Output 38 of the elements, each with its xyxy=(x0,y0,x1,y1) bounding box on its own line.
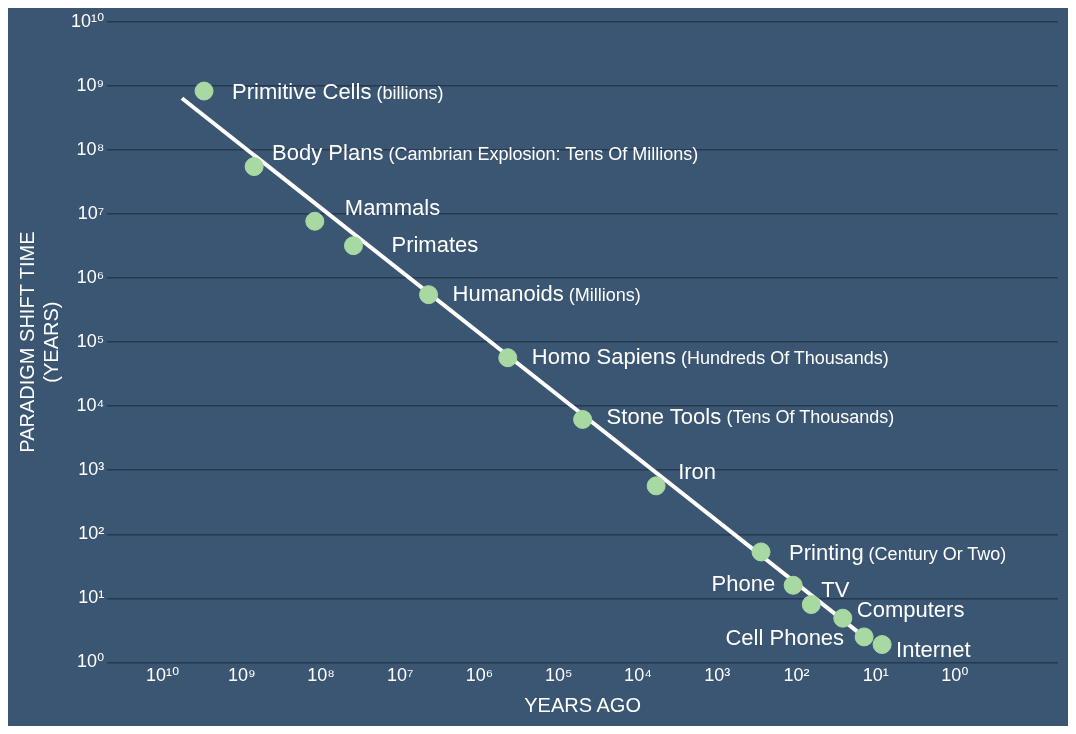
annotation: Iron xyxy=(678,458,717,484)
y-tick-label: 10¹⁰ xyxy=(71,10,105,31)
y-tick-label: 10² xyxy=(78,523,105,544)
annotation: Phone xyxy=(711,571,776,597)
x-tick-label: 10¹⁰ xyxy=(145,665,180,686)
y-tick-label: 10³ xyxy=(78,459,105,480)
x-tick-label: 10² xyxy=(783,665,810,686)
annotation: Body Plans (Cambrian Explosion: Tens Of Millions) xyxy=(272,139,699,165)
annotation: Cell Phones xyxy=(725,624,845,650)
y-tick-label: 10⁵ xyxy=(76,331,105,352)
annotation: Humanoids (Millions) xyxy=(452,280,641,306)
annotation: Mammals xyxy=(344,195,441,221)
x-tick-label: 10³ xyxy=(704,665,731,686)
x-tick-label: 10⁴ xyxy=(624,665,652,686)
annotation: Stone Tools (Tens Of Thousands) xyxy=(606,403,895,429)
y-tick-label: 10⁹ xyxy=(76,74,105,95)
y-tick-label: 10¹ xyxy=(78,587,105,608)
annotation: Computers xyxy=(856,597,965,623)
annotation: TV xyxy=(821,576,850,602)
x-tick-label: 10⁹ xyxy=(227,665,256,686)
annotation: Homo Sapiens (Hundreds Of Thousands) xyxy=(531,343,889,369)
annotation: Primitive Cells (billions) xyxy=(232,79,444,105)
x-axis-title: YEARS AGO xyxy=(524,693,641,716)
y-axis-title: PARADIGM SHIFT TIME (YEARS) xyxy=(15,231,62,453)
annotation: Internet xyxy=(896,636,971,662)
x-tick-label: 10⁶ xyxy=(465,665,494,686)
x-tick-label: 10⁰ xyxy=(941,665,969,686)
x-tick-label: 10⁷ xyxy=(387,665,414,686)
y-tick-label: 10⁴ xyxy=(76,395,105,416)
x-tick-label: 10⁸ xyxy=(307,665,335,686)
x-tick-label: 10¹ xyxy=(862,665,889,686)
x-tick-label: 10⁵ xyxy=(545,665,573,686)
y-tick-label: 10⁰ xyxy=(76,651,105,672)
annotation: Primates xyxy=(391,231,479,257)
y-tick-label: 10⁶ xyxy=(76,267,105,288)
y-tick-label: 10⁷ xyxy=(77,202,105,223)
annotation: Printing (Century Or Two) xyxy=(789,540,1007,566)
y-tick-label: 10⁸ xyxy=(76,138,105,159)
